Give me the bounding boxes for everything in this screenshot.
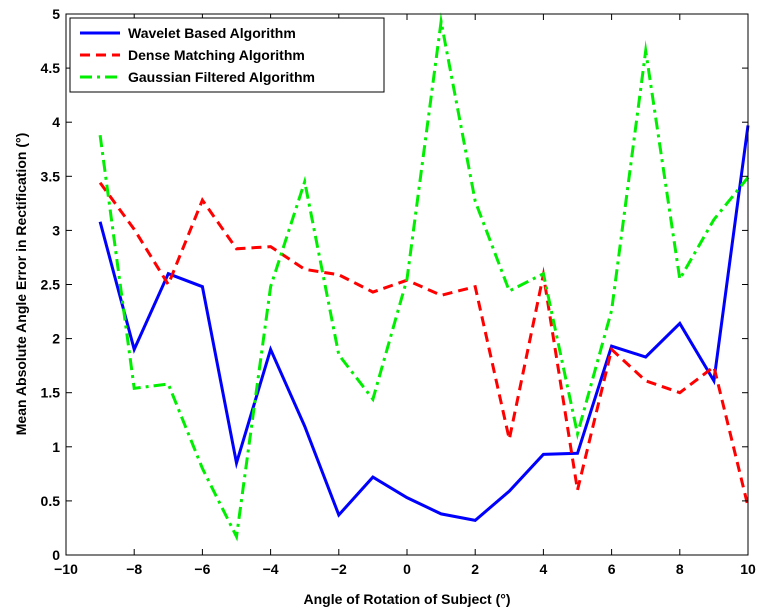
y-tick-label: 4.5 (41, 60, 61, 76)
data-point (132, 386, 136, 390)
y-tick-label: 4 (52, 114, 60, 130)
data-point (405, 496, 409, 500)
data-point (644, 49, 648, 53)
tick-layer: −10 −8 −6 −4 −2 0 2 4 6 8 10 0 0.5 1 1.5 2 2.5 3 3.5 4 4.5 5 (41, 6, 756, 577)
legend: Wavelet Based Algorithm Dense Matching Al… (69, 17, 385, 93)
data-point (439, 293, 443, 297)
data-point (576, 451, 580, 455)
data-point (269, 245, 273, 249)
data-point (337, 513, 341, 517)
data-point (507, 489, 511, 493)
data-point (439, 20, 443, 24)
x-tick-label: 6 (608, 561, 616, 577)
y-tick-label: 1 (52, 439, 60, 455)
y-axis-label: Mean Absolute Angle Error in Rectificati… (13, 133, 29, 435)
data-point (678, 391, 682, 395)
series-layer (98, 12, 750, 542)
data-point (644, 379, 648, 383)
data-point (200, 466, 204, 470)
data-point (541, 452, 545, 456)
data-point (610, 347, 614, 351)
data-point (98, 181, 102, 185)
data-point (98, 133, 102, 137)
data-point (303, 267, 307, 271)
x-tick-label: −4 (263, 561, 279, 577)
x-axis-label: Angle of Rotation of Subject (°) (303, 591, 510, 607)
x-tick-label: 0 (403, 561, 411, 577)
data-point (507, 289, 511, 293)
y-tick-label: 2 (52, 331, 60, 347)
x-tick-label: −6 (194, 561, 210, 577)
legend-label: Gaussian Filtered Algorithm (128, 69, 315, 85)
data-point (576, 488, 580, 492)
data-point (337, 353, 341, 357)
y-tick-label: 3 (52, 222, 60, 238)
data-point (473, 199, 477, 203)
y-tick-label: 2.5 (41, 277, 61, 293)
x-tick-label: 2 (471, 561, 479, 577)
y-tick-label: 0.5 (41, 493, 61, 509)
x-tick-label: −8 (126, 561, 142, 577)
data-point (166, 382, 170, 386)
data-point (473, 285, 477, 289)
series-line-3 (98, 12, 750, 542)
data-point (166, 272, 170, 276)
data-point (712, 365, 716, 369)
series-line-2 (98, 181, 750, 507)
data-point (371, 290, 375, 294)
data-point (235, 247, 239, 251)
data-point (644, 355, 648, 359)
data-point (303, 424, 307, 428)
data-point (678, 321, 682, 325)
data-point (712, 379, 716, 383)
data-point (98, 220, 102, 224)
y-tick-label: 5 (52, 6, 60, 22)
data-point (576, 432, 580, 436)
x-tick-label: 10 (740, 561, 756, 577)
data-point (371, 397, 375, 401)
data-point (610, 308, 614, 312)
data-point (678, 277, 682, 281)
x-tick-label: −10 (54, 561, 78, 577)
x-tick-label: 4 (540, 561, 548, 577)
legend-label: Wavelet Based Algorithm (128, 25, 296, 41)
legend-box (69, 17, 385, 93)
series-line-1 (98, 125, 750, 522)
data-point (200, 285, 204, 289)
data-point (132, 347, 136, 351)
y-tick-label: 3.5 (41, 168, 61, 184)
data-point (541, 272, 545, 276)
data-point (303, 180, 307, 184)
data-point (337, 273, 341, 277)
data-point (132, 227, 136, 231)
y-tick-label: 1.5 (41, 385, 61, 401)
y-tick-label: 0 (52, 547, 60, 563)
x-tick-label: −2 (331, 561, 347, 577)
data-point (235, 535, 239, 539)
data-point (712, 218, 716, 222)
data-point (166, 283, 170, 287)
data-point (473, 518, 477, 522)
data-point (200, 198, 204, 202)
data-point (269, 347, 273, 351)
legend-label: Dense Matching Algorithm (128, 47, 305, 63)
data-point (507, 437, 511, 441)
data-point (371, 475, 375, 479)
data-point (439, 512, 443, 516)
x-tick-label: 8 (676, 561, 684, 577)
data-point (405, 277, 409, 281)
data-point (269, 285, 273, 289)
data-point (235, 461, 239, 465)
